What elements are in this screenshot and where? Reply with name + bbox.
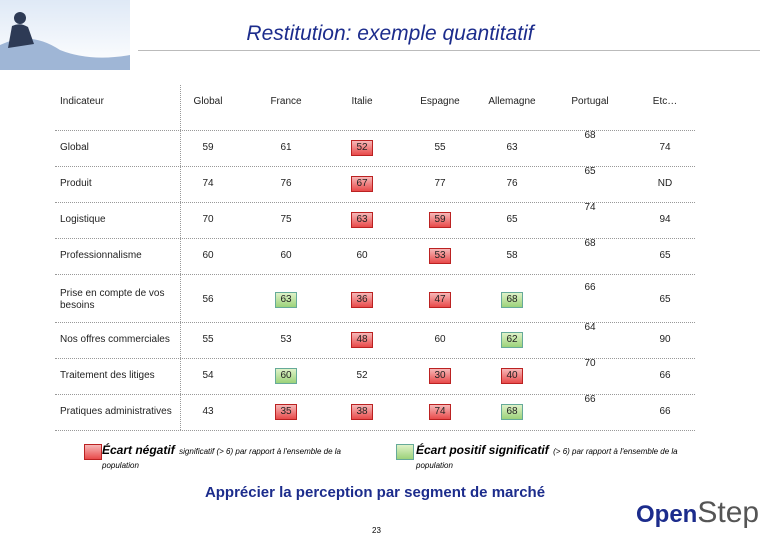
column-header: Etc… (652, 96, 678, 107)
cell: 55 (434, 142, 446, 153)
cell: 74 (202, 178, 214, 189)
column-header: Allemagne (488, 96, 536, 107)
cell: 66 (584, 394, 596, 405)
logo-part: Open (636, 501, 698, 528)
cell: 60 (434, 334, 446, 345)
cell: 64 (584, 322, 596, 333)
legend-term: Écart négatif (102, 443, 175, 457)
row-label: Professionnalisme (60, 250, 142, 261)
cell: 53 (280, 334, 292, 345)
cell: 38 (351, 404, 373, 420)
cell: 68 (501, 404, 523, 420)
row-rule (55, 238, 695, 239)
cell: 52 (351, 140, 373, 156)
row-label: Pratiques administratives (60, 406, 172, 417)
cell: 66 (659, 370, 671, 381)
cell: 63 (275, 292, 297, 308)
cell: 67 (351, 176, 373, 192)
logo: OpenStep (636, 496, 759, 530)
cell: 60 (356, 250, 368, 261)
title: Restitution: exemple quantitatif (246, 22, 534, 45)
cell: 65 (659, 250, 671, 261)
cell: 90 (659, 334, 671, 345)
row-rule (55, 202, 695, 203)
cell: 60 (275, 368, 297, 384)
cell: 48 (351, 332, 373, 348)
cell: 65 (659, 294, 671, 305)
cell: 74 (584, 202, 596, 213)
cell: 75 (280, 214, 292, 225)
row-rule (55, 358, 695, 359)
legend-negative: Écart négatif significatif (> 6) par rap… (102, 444, 362, 472)
column-header: Global (193, 96, 223, 107)
column-header: Espagne (420, 96, 460, 107)
row-rule (55, 430, 695, 431)
cell: 65 (584, 166, 596, 177)
row-label: Traitement des litiges (60, 370, 155, 381)
legend-positive: Écart positif significatif (> 6) par rap… (416, 444, 706, 472)
cell: 35 (275, 404, 297, 420)
row-rule (55, 394, 695, 395)
cell: 66 (659, 406, 671, 417)
cell: 74 (429, 404, 451, 420)
row-label: Nos offres commerciales (60, 334, 170, 345)
cell: 55 (202, 334, 214, 345)
cell: 60 (202, 250, 214, 261)
cell: 56 (202, 294, 214, 305)
cell: 65 (506, 214, 518, 225)
cell: 61 (280, 142, 292, 153)
cell: 52 (356, 370, 368, 381)
legend-swatch-negative (84, 444, 102, 460)
legend-term: Écart positif significatif (416, 443, 549, 457)
cell: 59 (202, 142, 214, 153)
cell: 60 (280, 250, 292, 261)
cell: 47 (429, 292, 451, 308)
cell: 43 (202, 406, 214, 417)
cell: 70 (584, 358, 596, 369)
cell: 94 (659, 214, 671, 225)
cell: 36 (351, 292, 373, 308)
row-rule (55, 274, 695, 275)
header-image (0, 0, 130, 70)
cell: 76 (506, 178, 518, 189)
page-number: 23 (372, 526, 381, 535)
row-rule (55, 322, 695, 323)
cell: 70 (202, 214, 214, 225)
subtitle: Apprécier la perception par segment de m… (204, 484, 546, 501)
row-label: Logistique (60, 214, 106, 225)
cell: 77 (434, 178, 446, 189)
row-label: Global (60, 142, 89, 153)
cell: 74 (659, 142, 671, 153)
cell: 30 (429, 368, 451, 384)
cell: 63 (351, 212, 373, 228)
column-header: France (270, 96, 302, 107)
title-rule (138, 50, 760, 51)
cell: 54 (202, 370, 214, 381)
cell: 68 (584, 238, 596, 249)
legend-text: (> 6) par rapport à l'ensemble de la pop… (416, 447, 678, 470)
row-rule (55, 130, 695, 131)
cell: 66 (584, 282, 596, 293)
cell: 53 (429, 248, 451, 264)
cell: 40 (501, 368, 523, 384)
legend-swatch-positive (396, 444, 414, 460)
column-header: Portugal (571, 96, 609, 107)
cell: 59 (429, 212, 451, 228)
row-label: Produit (60, 178, 92, 189)
row-rule (55, 166, 695, 167)
cell: ND (657, 178, 673, 189)
cell: 58 (506, 250, 518, 261)
column-header: Indicateur (60, 96, 104, 107)
cell: 63 (506, 142, 518, 153)
cell: 62 (501, 332, 523, 348)
cell: 68 (501, 292, 523, 308)
column-rule (180, 85, 181, 430)
legend-text: significatif (> 6) par rapport à l'ensem… (102, 447, 341, 470)
logo-part: Step (697, 496, 760, 529)
cell: 76 (280, 178, 292, 189)
row-label: Prise en compte de vos besoins (60, 288, 165, 311)
cell: 68 (584, 130, 596, 141)
column-header: Italie (351, 96, 373, 107)
